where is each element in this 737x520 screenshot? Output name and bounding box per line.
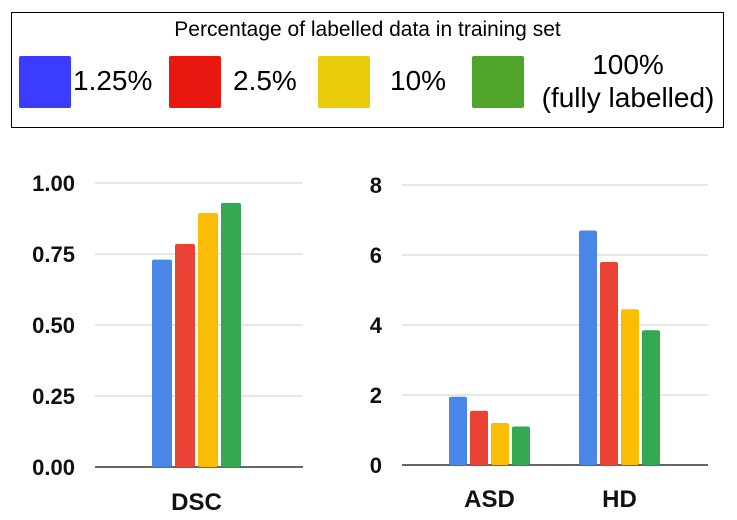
y-tick-label: 0.50 xyxy=(32,313,75,338)
legend-label: 2.5% xyxy=(233,65,297,96)
y-tick-label: 0.75 xyxy=(32,242,75,267)
legend-label: 1.25% xyxy=(73,65,153,96)
bar-dsc-series-2 xyxy=(175,244,195,467)
legend-label: 100% (fully labelled) xyxy=(541,49,715,113)
category-label-dsc: DSC xyxy=(171,489,222,516)
bar-hd-series-2 xyxy=(600,262,618,465)
legend-swatch-blue xyxy=(19,56,71,108)
y-tick-label: 2 xyxy=(370,383,382,408)
legend-swatch-yellow xyxy=(318,56,370,108)
bar-dsc-series-3 xyxy=(198,212,218,467)
legend-swatch-red xyxy=(169,56,221,108)
y-tick-label: 0.25 xyxy=(32,384,75,409)
bar-asd-series-3 xyxy=(491,423,509,465)
asd-hd-bar-chart: 0 2 4 6 8 ASD HD xyxy=(370,173,708,513)
y-tick-label: 0 xyxy=(370,453,382,478)
y-tick-label: 8 xyxy=(370,173,382,198)
legend-swatch-green xyxy=(472,56,524,108)
y-tick-label: 1.00 xyxy=(32,171,75,196)
bar-asd-series-4 xyxy=(512,426,530,465)
bar-asd-series-1 xyxy=(449,396,467,465)
legend-title: Percentage of labelled data in training … xyxy=(174,18,561,41)
bar-hd-series-4 xyxy=(642,330,660,465)
bar-dsc-series-1 xyxy=(152,259,172,467)
bar-hd-series-1 xyxy=(579,230,597,465)
bar-dsc-series-4 xyxy=(221,202,241,467)
y-tick-label: 4 xyxy=(370,313,383,338)
y-tick-label: 0.00 xyxy=(32,455,75,480)
y-tick-label: 6 xyxy=(370,243,382,268)
legend-label: 10% xyxy=(390,65,447,96)
dsc-bar-chart: 0.00 0.25 0.50 0.75 1.00 DSC xyxy=(32,171,303,516)
category-label-hd: HD xyxy=(602,486,637,513)
legend: Percentage of labelled data in training … xyxy=(11,12,724,128)
bar-hd-series-3 xyxy=(621,309,639,465)
category-label-asd: ASD xyxy=(464,486,515,513)
bar-asd-series-2 xyxy=(470,410,488,465)
